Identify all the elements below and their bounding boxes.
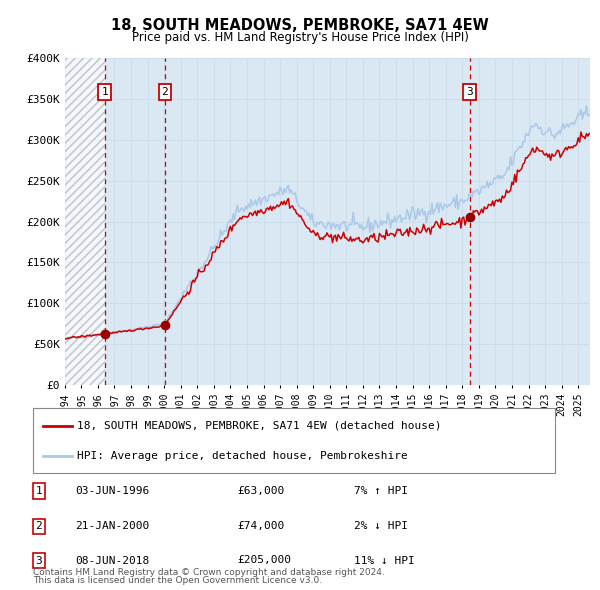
Text: 2: 2: [161, 87, 169, 97]
Text: 1: 1: [101, 87, 108, 97]
Bar: [105, 58, 165, 385]
Text: 11% ↓ HPI: 11% ↓ HPI: [354, 556, 415, 565]
Text: 3: 3: [466, 87, 473, 97]
Text: Contains HM Land Registry data © Crown copyright and database right 2024.: Contains HM Land Registry data © Crown c…: [33, 568, 385, 577]
Text: HPI: Average price, detached house, Pembrokeshire: HPI: Average price, detached house, Pemb…: [77, 451, 408, 461]
Text: 7% ↑ HPI: 7% ↑ HPI: [354, 486, 408, 496]
Text: 21-JAN-2000: 21-JAN-2000: [75, 522, 149, 531]
Text: 03-JUN-1996: 03-JUN-1996: [75, 486, 149, 496]
Text: 08-JUN-2018: 08-JUN-2018: [75, 556, 149, 565]
FancyBboxPatch shape: [33, 408, 555, 473]
Text: £205,000: £205,000: [237, 556, 291, 565]
Text: £63,000: £63,000: [237, 486, 284, 496]
Text: 2: 2: [35, 522, 43, 531]
Bar: [470, 58, 590, 385]
Text: This data is licensed under the Open Government Licence v3.0.: This data is licensed under the Open Gov…: [33, 576, 322, 585]
Text: 2% ↓ HPI: 2% ↓ HPI: [354, 522, 408, 531]
Text: 3: 3: [35, 556, 43, 565]
Text: 1: 1: [35, 486, 43, 496]
Text: £74,000: £74,000: [237, 522, 284, 531]
Text: 18, SOUTH MEADOWS, PEMBROKE, SA71 4EW: 18, SOUTH MEADOWS, PEMBROKE, SA71 4EW: [111, 18, 489, 32]
Bar: [165, 58, 470, 385]
Bar: [65, 58, 105, 385]
Text: Price paid vs. HM Land Registry's House Price Index (HPI): Price paid vs. HM Land Registry's House …: [131, 31, 469, 44]
Text: 18, SOUTH MEADOWS, PEMBROKE, SA71 4EW (detached house): 18, SOUTH MEADOWS, PEMBROKE, SA71 4EW (d…: [77, 421, 442, 431]
